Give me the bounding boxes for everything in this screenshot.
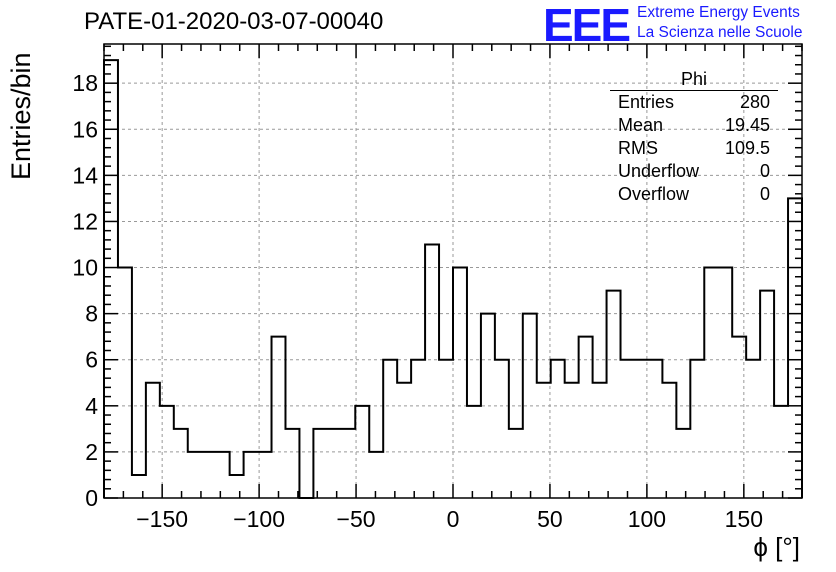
y-tick-label: 2 xyxy=(85,439,98,465)
stats-label: RMS xyxy=(618,138,658,158)
x-axis-label: ϕ [°] xyxy=(753,532,800,562)
y-tick-label: 0 xyxy=(85,485,98,511)
y-tick-label: 8 xyxy=(85,301,98,327)
stats-value: 0 xyxy=(759,184,770,204)
y-tick-label: 4 xyxy=(85,393,98,419)
y-tick-label: 14 xyxy=(72,162,98,188)
histogram-series xyxy=(103,59,803,499)
x-tick-label: −100 xyxy=(233,506,285,532)
logo-caption-line-1: Extreme Energy Events xyxy=(637,4,800,21)
stats-title: Phi xyxy=(610,68,778,91)
y-tick-label: 6 xyxy=(85,347,98,373)
x-tick-label: 150 xyxy=(725,506,763,532)
x-tick-label: 50 xyxy=(537,506,563,532)
stats-value: 19.45 xyxy=(724,115,770,135)
logo-caption: Extreme Energy Events La Scienza nelle S… xyxy=(637,3,802,43)
stats-row-mean: Mean 19.45 xyxy=(610,114,778,137)
histogram-outline xyxy=(103,59,803,499)
y-tick-label: 18 xyxy=(72,70,98,96)
y-tick-label: 12 xyxy=(72,208,98,234)
axis-ticks xyxy=(103,44,803,499)
stats-row-entries: Entries 280 xyxy=(610,91,778,114)
y-axis-label: Entries/bin xyxy=(6,52,36,180)
stats-value: 109.5 xyxy=(724,138,770,158)
stats-row-underflow: Underflow 0 xyxy=(610,160,778,183)
stats-label: Overflow xyxy=(618,184,690,204)
stats-box: Phi Entries 280 Mean 19.45 RMS 109.5 Und… xyxy=(610,68,778,206)
x-tick-label: 100 xyxy=(628,506,666,532)
x-tick-label: 0 xyxy=(447,506,460,532)
eee-logo: EEE xyxy=(543,0,631,51)
x-tick-label: −50 xyxy=(337,506,376,532)
x-tick-label: −150 xyxy=(136,506,188,532)
stats-value: 0 xyxy=(759,161,770,181)
y-tick-label: 10 xyxy=(72,255,98,281)
chart-title: PATE-01-2020-03-07-00040 xyxy=(84,8,384,35)
tick-labels: −150 −100 −50 0 50 100 150 0 2 4 6 8 10 12 14 16 18 xyxy=(72,70,763,532)
stats-label: Entries xyxy=(618,92,675,112)
y-tick-label: 16 xyxy=(72,116,98,142)
stats-value: 280 xyxy=(739,92,770,112)
stats-row-overflow: Overflow 0 xyxy=(610,183,778,206)
stats-label: Mean xyxy=(618,115,664,135)
stats-label: Underflow xyxy=(618,161,700,181)
stats-row-rms: RMS 109.5 xyxy=(610,137,778,160)
logo-caption-line-2: La Scienza nelle Scuole xyxy=(637,24,803,41)
